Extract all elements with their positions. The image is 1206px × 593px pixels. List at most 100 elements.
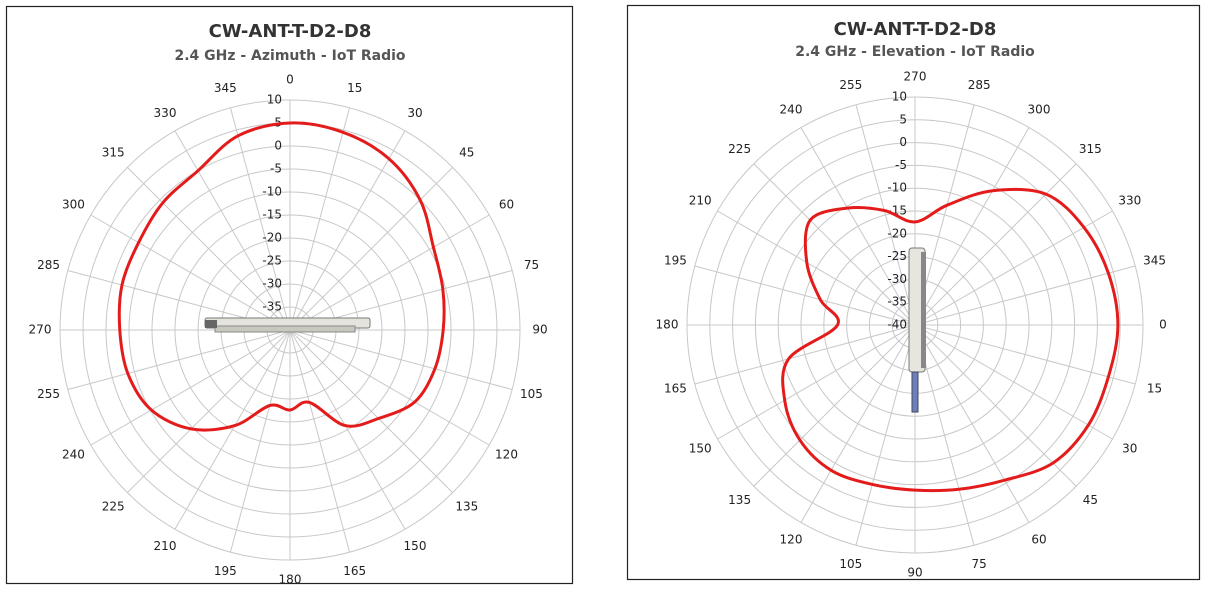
r-tick-label: -30 (887, 272, 907, 286)
angle-tick-label: 345 (214, 81, 237, 95)
grid-spoke (174, 130, 291, 331)
grid-spoke (289, 214, 490, 331)
angle-tick-label: 225 (728, 142, 751, 156)
r-tick-label: -40 (887, 318, 907, 332)
angle-tick-label: 60 (499, 198, 514, 212)
r-tick-label: -15 (262, 208, 282, 222)
grid-spoke (914, 324, 1077, 487)
angle-tick-label: 165 (343, 564, 366, 578)
grid-spoke (914, 210, 1113, 326)
r-tick-label: -20 (262, 231, 282, 245)
r-tick-label: -35 (887, 295, 907, 309)
grid-spoke (717, 324, 916, 440)
grid-spoke (229, 107, 291, 331)
angle-tick-label: 0 (286, 73, 294, 87)
angle-tick-label: 120 (780, 532, 803, 546)
antenna-image (908, 247, 926, 413)
grid-spoke (800, 324, 916, 523)
grid-spoke (914, 265, 1136, 326)
grid-spoke (914, 324, 1113, 440)
r-tick-label: -10 (262, 185, 282, 199)
angle-tick-label: 270 (29, 323, 52, 337)
angle-tick-label: 75 (972, 557, 987, 571)
r-tick-label: -5 (270, 162, 282, 176)
angle-tick-label: 150 (689, 442, 712, 456)
grid-spoke (753, 163, 916, 326)
angle-tick-label: 300 (62, 198, 85, 212)
angle-tick-label: 15 (1147, 382, 1162, 396)
angle-tick-label: 240 (62, 448, 85, 462)
angle-tick-label: 45 (1083, 493, 1098, 507)
chart-title: CW-ANT-T-D2-D8 (834, 19, 997, 40)
grid-spoke (855, 324, 916, 546)
pattern-line (117, 121, 446, 432)
chart-subtitle: 2.4 GHz - Azimuth - IoT Radio (174, 48, 405, 64)
angle-tick-label: 90 (907, 566, 922, 580)
angle-tick-label: 180 (279, 573, 302, 587)
angle-tick-label: 75 (524, 258, 539, 272)
r-tick-label: -30 (262, 277, 282, 291)
angle-tick-label: 315 (102, 146, 125, 160)
angle-tick-label: 60 (1031, 532, 1046, 546)
grid-spoke (289, 167, 453, 331)
antenna-image (204, 317, 371, 333)
r-tick-label: -25 (887, 249, 907, 263)
angle-tick-label: 270 (904, 70, 927, 84)
angle-tick-label: 195 (664, 253, 687, 267)
angle-tick-label: 225 (102, 499, 125, 513)
grid-spoke (914, 163, 1077, 326)
angle-tick-label: 15 (347, 81, 362, 95)
chart: CW-ANT-T-D2-D8 2.4 GHz - Elevation - IoT … (656, 19, 1167, 580)
r-tick-label: -10 (887, 181, 907, 195)
grid-spoke (289, 329, 406, 530)
angle-tick-label: 330 (1118, 194, 1141, 208)
angle-tick-label: 30 (407, 106, 422, 120)
angle-tick-label: 120 (495, 448, 518, 462)
angle-tick-label: 210 (689, 194, 712, 208)
grid-spoke (229, 329, 291, 553)
angle-tick-label: 0 (1159, 318, 1167, 332)
grid-spoke (753, 324, 916, 487)
grid-spoke (694, 265, 916, 326)
angle-tick-label: 105 (839, 557, 862, 571)
angle-tick-label: 255 (839, 78, 862, 92)
grid-spoke (289, 329, 490, 446)
r-tick-label: -25 (262, 254, 282, 268)
angle-tick-label: 135 (728, 493, 751, 507)
grid-spoke (289, 329, 513, 391)
grid-spoke (914, 324, 1030, 523)
angle-tick-label: 90 (532, 323, 547, 337)
pattern-line (781, 187, 1120, 493)
grid-spoke (800, 127, 916, 326)
angle-tick-label: 330 (154, 106, 177, 120)
r-tick-label: -5 (895, 158, 907, 172)
angle-tick-label: 135 (455, 499, 478, 513)
r-tick-label: 0 (274, 139, 282, 153)
r-tick-label: 0 (899, 135, 907, 149)
angle-tick-label: 240 (780, 103, 803, 117)
angle-tick-label: 105 (520, 387, 543, 401)
angle-tick-label: 45 (459, 146, 474, 160)
grid-spoke (289, 329, 453, 493)
r-tick-label: -20 (887, 226, 907, 240)
grid-spoke (174, 329, 291, 530)
angle-tick-label: 345 (1143, 253, 1166, 267)
grid-spoke (289, 329, 351, 553)
angle-tick-label: 210 (154, 539, 177, 553)
grid-spoke (289, 107, 351, 331)
grid-spoke (127, 329, 291, 493)
angle-tick-label: 285 (968, 78, 991, 92)
grid-spoke (90, 329, 291, 446)
grid-spoke (855, 104, 916, 326)
grid-spoke (914, 324, 1136, 385)
angle-tick-label: 165 (664, 382, 687, 396)
angle-tick-label: 150 (404, 539, 427, 553)
grid-spoke (127, 167, 291, 331)
angle-tick-label: 315 (1079, 142, 1102, 156)
r-tick-label: 10 (267, 93, 282, 107)
grid-spoke (289, 130, 406, 331)
angle-tick-label: 300 (1028, 103, 1051, 117)
r-tick-label: 10 (892, 90, 907, 104)
chart-subtitle: 2.4 GHz - Elevation - IoT Radio (795, 44, 1035, 60)
